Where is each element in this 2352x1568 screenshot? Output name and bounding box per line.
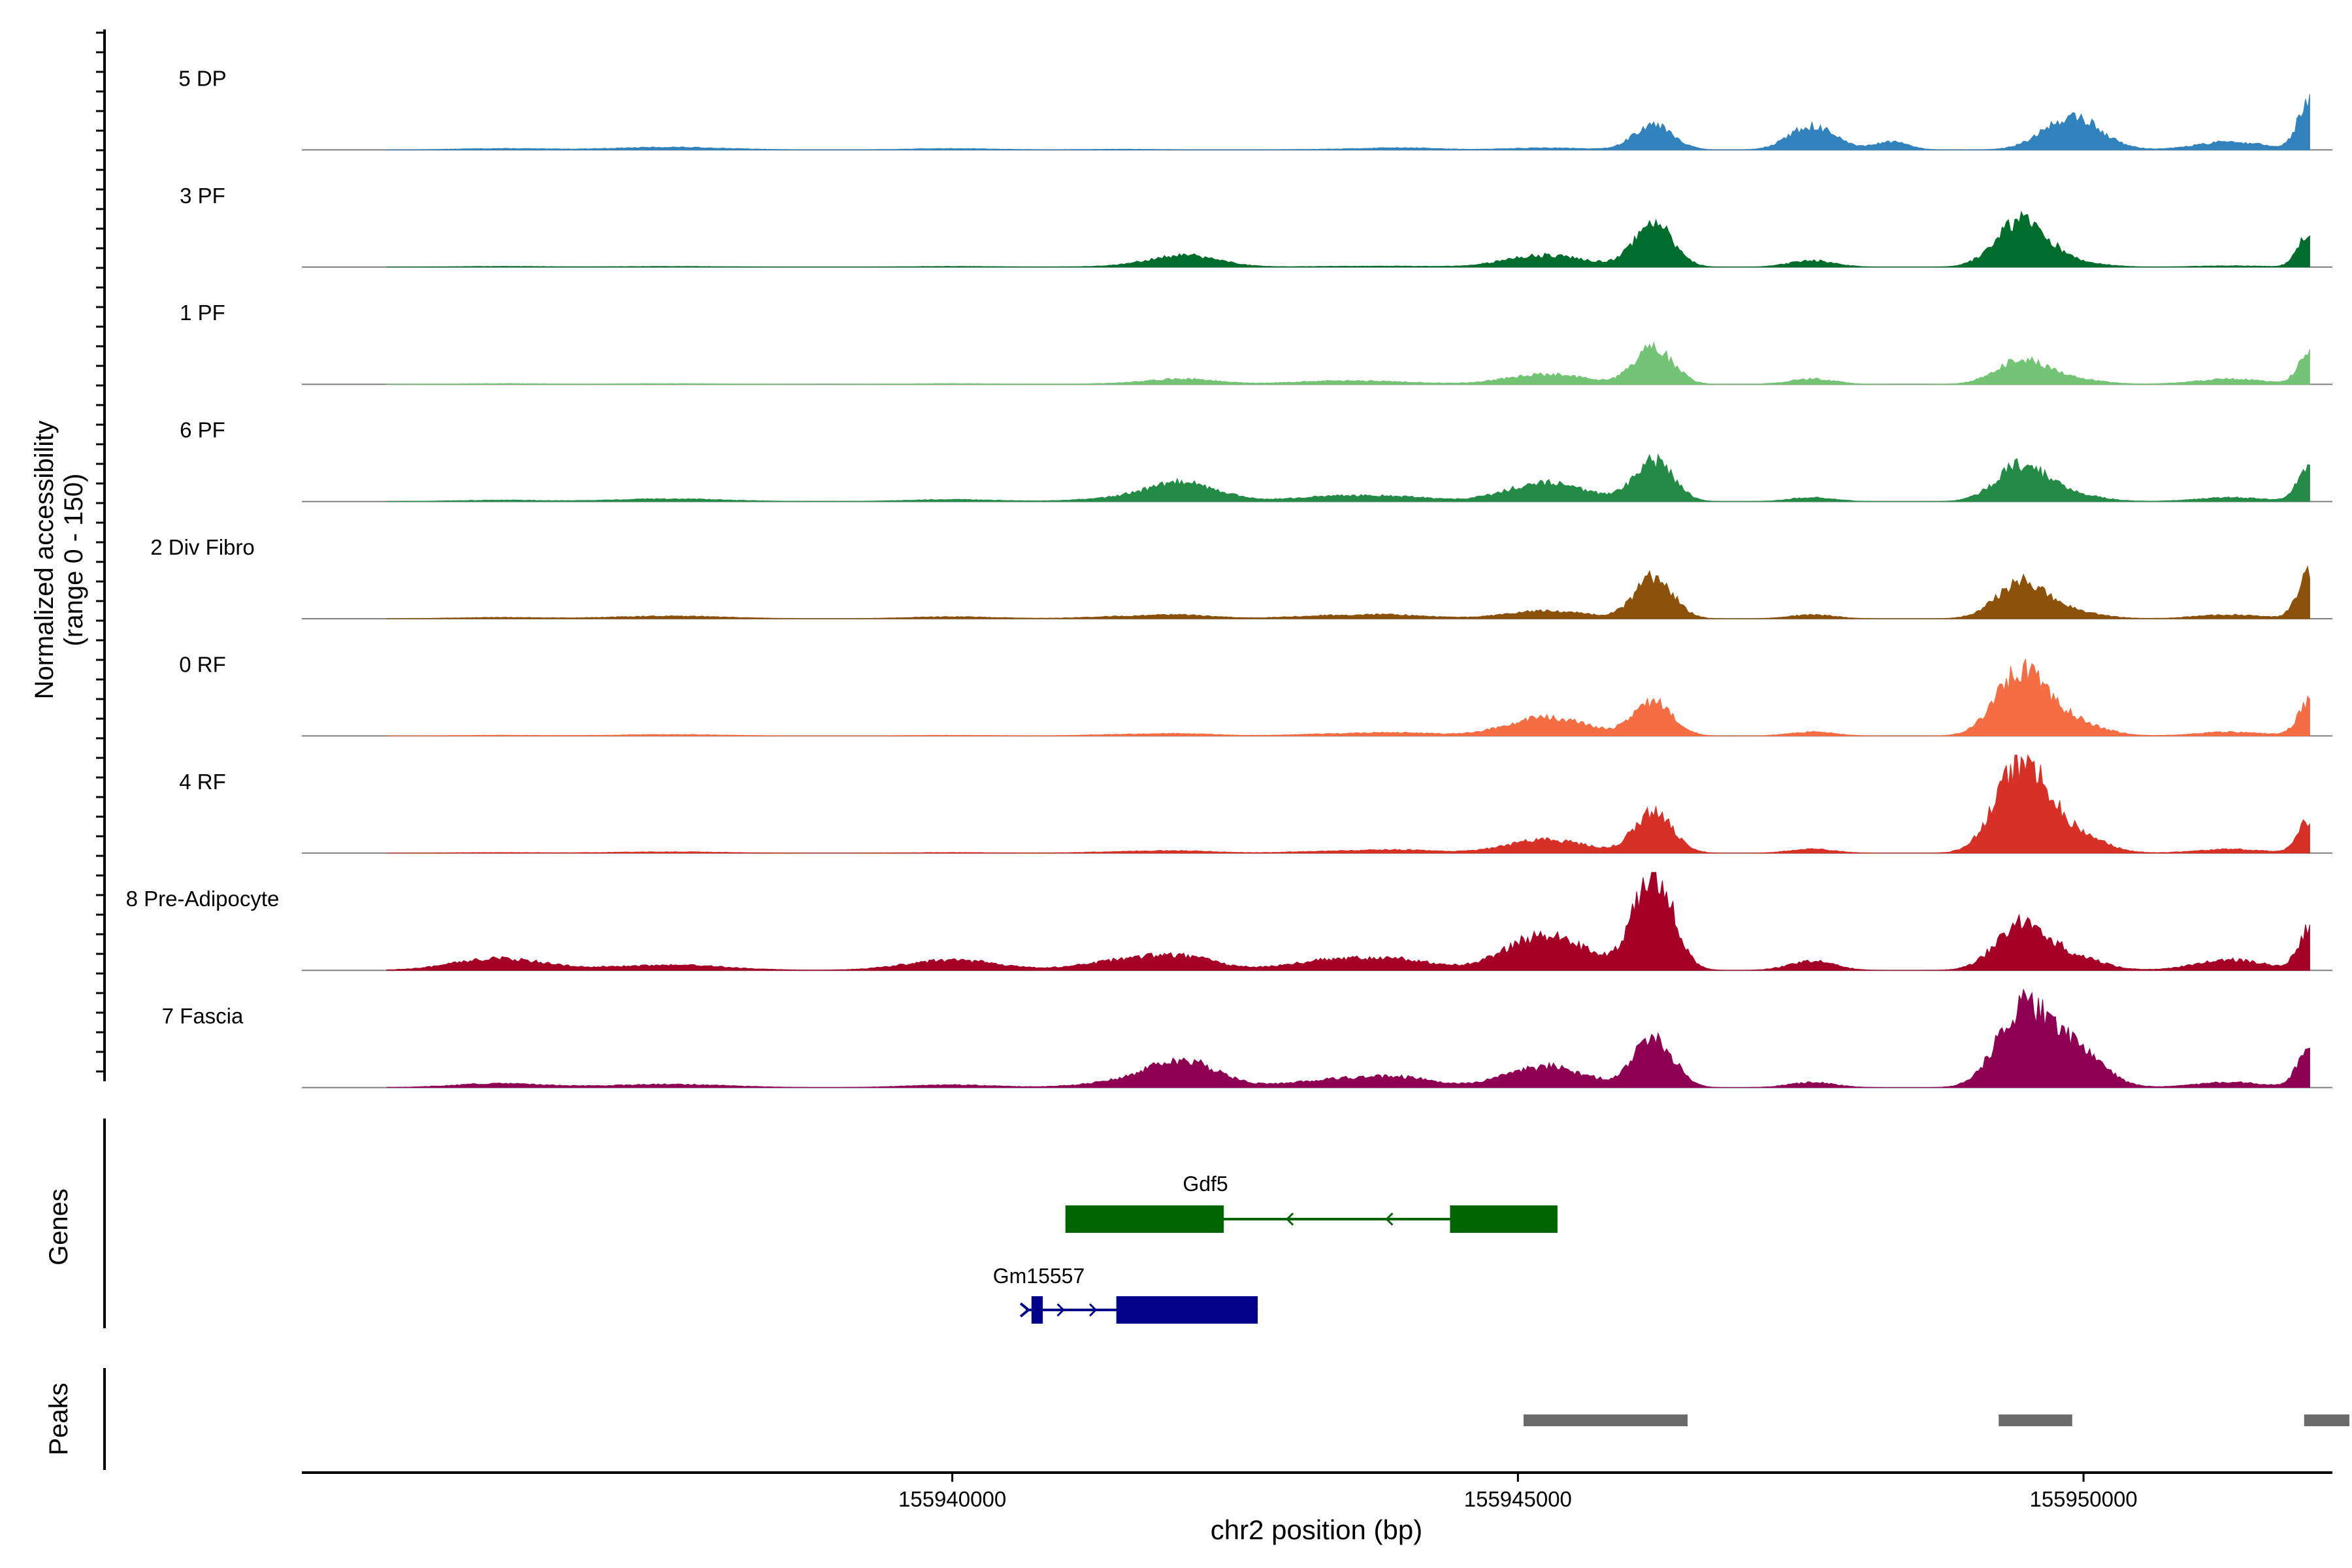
track-2-div-fibro: 2 Div Fibro [150,535,2332,619]
track-7-fascia: 7 Fascia [162,988,2332,1088]
y-axis-title: Normalized accessibility (range 0 - 150) [30,421,88,700]
track-5-dp: 5 DP [178,66,2332,151]
gene-label: Gm15557 [993,1264,1085,1288]
track-area [386,754,2310,854]
left-axis-panel [96,29,106,1470]
track-area [386,341,2310,385]
gene-gm15557: Gm15557 [993,1264,1258,1324]
track-label: 4 RF [179,770,226,794]
track-label: 1 PF [180,301,225,325]
track-4-rf: 4 RF [179,754,2332,854]
strand-arrow [1089,1303,1098,1317]
gene-exon [1450,1205,1558,1233]
genes-track-label: Genes [44,1188,73,1266]
strand-arrow [1285,1212,1294,1226]
peak-region [2304,1414,2349,1426]
peak-region [1523,1414,1688,1426]
track-0-rf: 0 RF [179,652,2332,737]
gene-exon [1116,1296,1258,1324]
track-label: 6 PF [180,418,225,442]
peaks-track [1523,1414,2349,1426]
track-6-pf: 6 PF [180,418,2332,502]
genes-track: Gdf5 Gm15557 [993,1172,1558,1324]
x-tick-label: 155950000 [2029,1487,2137,1511]
track-label: 0 RF [179,652,226,676]
y-axis-label: Normalized accessibility [30,421,59,700]
track-label: 2 Div Fibro [150,535,255,559]
x-tick-label: 155945000 [1464,1487,1572,1511]
track-area [386,659,2310,736]
peaks-track-label: Peaks [44,1382,73,1455]
x-axis-label: chr2 position (bp) [1211,1514,1423,1545]
track-label: 5 DP [178,66,226,90]
track-area [386,988,2310,1088]
track-label: 3 PF [180,184,225,208]
track-label: 7 Fascia [162,1004,244,1028]
peak-region [1999,1414,2072,1426]
gene-exon [1065,1205,1224,1233]
track-area [386,872,2310,971]
gene-gdf5: Gdf5 [1065,1172,1558,1233]
track-area [386,453,2310,502]
track-area [386,565,2310,619]
track-area [386,93,2310,150]
track-area [386,210,2310,268]
strand-arrow [1019,1302,1031,1318]
x-axis: 155940000 155945000 155950000 [302,1471,2332,1511]
coverage-tracks: 5 DP 3 PF 1 PF 6 PF 2 Div Fibro 0 RF 4 RF 8 Pre… [126,66,2332,1088]
strand-arrow [1385,1212,1394,1226]
track-1-pf: 1 PF [180,301,2332,385]
y-axis-sublabel: (range 0 - 150) [59,474,88,647]
gene-exon [1031,1296,1043,1324]
x-tick-label: 155940000 [898,1487,1006,1511]
track-3-pf: 3 PF [180,184,2332,268]
track-8-pre-adipocyte: 8 Pre-Adipocyte [126,872,2332,972]
gene-label: Gdf5 [1183,1172,1228,1196]
strand-arrow [1056,1303,1065,1317]
track-label: 8 Pre-Adipocyte [126,887,280,911]
